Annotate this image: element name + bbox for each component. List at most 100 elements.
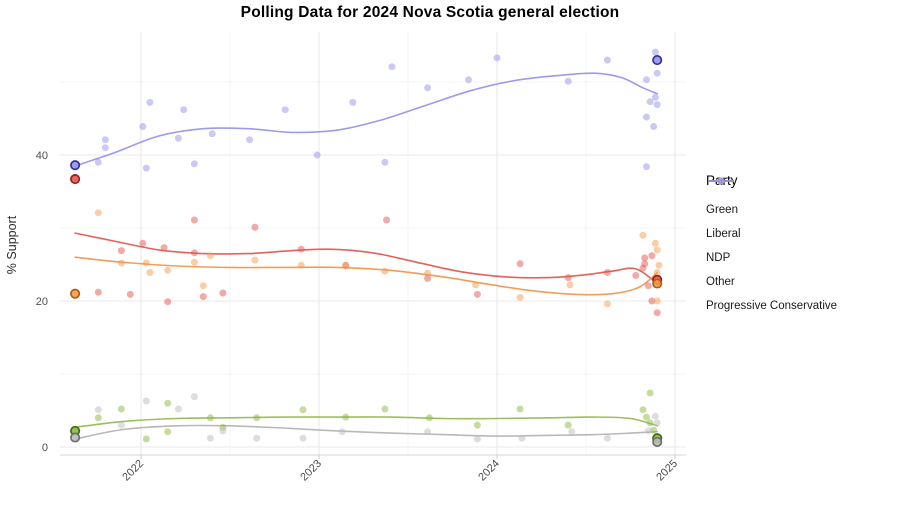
poll-point-liberal [473, 290, 481, 298]
poll-point-liberal [199, 293, 207, 301]
poll-point-ndp [117, 259, 125, 267]
poll-point-ndp [472, 281, 480, 289]
poll-point-ndp [603, 300, 611, 308]
legend-item-liberal: Liberal [706, 177, 837, 246]
poll-point-green [206, 414, 214, 422]
poll-point-green [646, 389, 654, 397]
poll-point-progressive-conservative [493, 54, 501, 62]
poll-point-progressive-conservative [603, 56, 611, 64]
poll-point-liberal [251, 223, 259, 231]
poll-point-progressive-conservative [180, 106, 188, 114]
poll-point-green [650, 426, 658, 434]
poll-point-liberal [564, 274, 572, 282]
chart-title: Polling Data for 2024 Nova Scotia genera… [240, 4, 620, 21]
poll-point-progressive-conservative [651, 48, 659, 56]
poll-point-progressive-conservative [349, 98, 357, 106]
poll-point-ndp [206, 252, 214, 260]
legend-label: Green [706, 204, 738, 216]
y-tick-label: 20 [36, 296, 48, 308]
poll-point-other [473, 435, 481, 443]
x-tick-label: 2025 [654, 458, 680, 484]
trend-line-other [74, 424, 658, 440]
poll-point-progressive-conservative [564, 77, 572, 85]
poll-point-green [643, 413, 650, 421]
poll-point-green [94, 414, 102, 422]
poll-point-ndp [653, 297, 661, 305]
poll-point-other [206, 434, 214, 442]
legend-item-ndp: NDP [706, 177, 837, 270]
poll-point-ndp [653, 246, 661, 254]
poll-point-green [381, 405, 389, 413]
poll-point-liberal [641, 254, 649, 262]
poll-point-other [651, 412, 659, 420]
legend-item-progressive-conservative: Progressive Conservative [706, 177, 837, 318]
legend-items: Green Liberal NDP Other Progressive Conserva… [706, 177, 837, 318]
poll-point-progressive-conservative [651, 93, 659, 101]
poll-point-liberal [190, 216, 198, 224]
election-result-point-liberal [70, 174, 81, 185]
election-result-point-ndp [652, 278, 663, 289]
poll-point-liberal [126, 290, 134, 298]
poll-point-green [639, 406, 647, 414]
poll-point-ndp [342, 262, 350, 270]
poll-point-ndp [653, 269, 661, 276]
trend-line-green [74, 416, 658, 429]
trend-line-progressive-conservative [74, 72, 658, 167]
poll-point-other [653, 419, 661, 427]
x-tick-label: 2023 [298, 458, 324, 484]
poll-point-liberal [117, 247, 125, 255]
poll-point-green [142, 435, 150, 443]
poll-point-liberal [603, 269, 611, 276]
poll-point-ndp [164, 266, 172, 274]
poll-point-ndp [655, 261, 663, 269]
poll-point-ndp [94, 209, 102, 217]
x-tick-label: 2024 [476, 458, 502, 484]
poll-point-liberal [641, 260, 649, 268]
poll-point-progressive-conservative [424, 84, 432, 92]
poll-point-ndp [651, 239, 659, 247]
poll-point-progressive-conservative [465, 76, 472, 84]
poll-point-progressive-conservative [388, 63, 396, 71]
poll-point-progressive-conservative [653, 69, 661, 77]
poll-point-progressive-conservative [646, 98, 654, 106]
poll-point-other [174, 405, 182, 413]
poll-point-ndp [190, 258, 198, 266]
poll-point-other [338, 428, 346, 436]
poll-point-progressive-conservative [643, 76, 650, 84]
poll-point-ndp [639, 231, 647, 239]
poll-point-green [516, 405, 524, 413]
poll-point-liberal [297, 245, 305, 253]
election-result-point-other [70, 432, 81, 443]
poll-point-progressive-conservative [146, 98, 154, 106]
poll-point-progressive-conservative [313, 151, 321, 159]
poll-point-green [473, 421, 481, 429]
poll-point-green [564, 421, 572, 429]
poll-point-progressive-conservative [101, 144, 109, 152]
poll-point-liberal [648, 297, 656, 305]
poll-point-liberal [160, 244, 168, 252]
legend-item-other: Other [706, 177, 837, 294]
legend-item-green: Green [706, 177, 837, 222]
election-result-point-progressive-conservative [70, 160, 81, 171]
y-tick-label: 40 [36, 150, 48, 162]
poll-point-progressive-conservative [643, 113, 650, 121]
poll-point-progressive-conservative [94, 158, 102, 166]
legend-key-icon [708, 177, 734, 185]
poll-point-other [644, 427, 652, 435]
poll-point-green [342, 413, 350, 421]
poll-point-green [164, 428, 172, 436]
poll-point-liberal [219, 289, 227, 297]
poll-point-ndp [424, 269, 432, 277]
poll-point-liberal [516, 260, 524, 268]
poll-point-other [117, 421, 125, 429]
poll-point-other [424, 428, 432, 436]
poll-point-liberal [424, 274, 432, 282]
poll-point-progressive-conservative [650, 123, 658, 130]
poll-point-progressive-conservative [381, 158, 389, 166]
poll-point-progressive-conservative [246, 136, 254, 144]
poll-point-progressive-conservative [643, 163, 650, 171]
election-result-point-ndp [70, 288, 81, 299]
poll-point-progressive-conservative [208, 130, 216, 138]
poll-point-ndp [566, 281, 574, 289]
